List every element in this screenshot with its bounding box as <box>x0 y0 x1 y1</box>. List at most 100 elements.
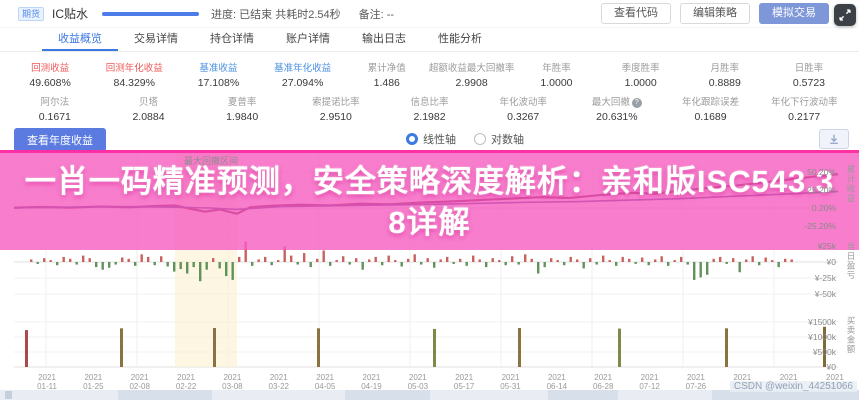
download-icon <box>830 134 838 144</box>
x-axis-date-label: 2021 06-14 <box>546 373 568 391</box>
progress-status: 进度: 已结束 共耗时2.54秒 <box>211 8 341 21</box>
x-axis-date-label: 2021 01-11 <box>37 373 57 391</box>
window-header: 期货 IC贴水 进度: 已结束 共耗时2.54秒 备注: -- 查看代码 编辑策… <box>0 0 859 28</box>
metric-item: 回测收益 49.608% <box>8 57 92 91</box>
x-axis-date-label: 2021 04-19 <box>361 373 382 391</box>
scrollbar-handle-icon[interactable] <box>5 391 12 399</box>
log-axis-label: 对数轴 <box>491 134 524 146</box>
metric-item: 贝塔 2.0884 <box>102 91 196 125</box>
expand-arrows-icon <box>839 9 851 21</box>
metric-value: 1.486 <box>373 77 400 89</box>
promo-banner-overlay: 一肖一码精准预测，安全策略深度解析：亲和版ISC543.3 8详解 <box>0 150 859 250</box>
tab-6[interactable]: 性能分析 <box>438 33 482 45</box>
x-axis-date-label: 2021 04-05 <box>314 373 336 391</box>
metric-label: 基准收益 <box>199 63 238 74</box>
metric-value: 0.5723 <box>792 77 826 89</box>
metric-value: 0.2177 <box>788 111 821 123</box>
metric-value: 0.1689 <box>694 111 727 123</box>
metric-value: 84.329% <box>113 77 155 89</box>
sim-trade-button[interactable]: 模拟交易 <box>759 3 829 24</box>
metric-label: 季度胜率 <box>621 63 660 74</box>
x-axis-date-label: 2021 05-03 <box>407 373 429 391</box>
view-code-button[interactable]: 查看代码 <box>601 3 671 24</box>
metric-value: 2.9510 <box>319 111 352 123</box>
tab-4[interactable]: 账户详情 <box>286 33 330 45</box>
chart-scrollbar[interactable] <box>0 390 859 400</box>
metric-item: 季度胜率 1.0000 <box>599 57 683 91</box>
tab-2[interactable]: 交易详情 <box>134 33 178 45</box>
tab-bar: 收益概览 交易详情 持仓详情 账户详情 输出日志 性能分析 <box>0 28 859 52</box>
metric-label: 年胜率 <box>542 63 571 74</box>
csdn-watermark: CSDN @weixin_44251066 <box>729 381 857 392</box>
metric-value: 1.9840 <box>226 111 259 123</box>
download-button[interactable] <box>819 129 849 149</box>
tab-5[interactable]: 输出日志 <box>362 33 406 45</box>
metric-label: 贝塔 <box>139 97 159 108</box>
metric-item: 年胜率 1.0000 <box>514 57 598 91</box>
x-axis-date-label: 2021 01-25 <box>83 373 104 391</box>
metric-item: 超额收益最大回撤率 2.9908 <box>429 57 515 91</box>
metric-value: 0.3267 <box>507 111 540 123</box>
metric-item: 年化下行波动率 0.2177 <box>757 91 851 125</box>
metric-value: 0.8889 <box>708 77 741 89</box>
metric-label: 索提诺比率 <box>312 97 360 108</box>
metric-value: 0.1671 <box>38 111 71 123</box>
x-axis-date-label: 2021 07-26 <box>685 373 707 391</box>
note-label: 备注: -- <box>358 8 395 21</box>
metric-label: 夏普率 <box>227 97 257 108</box>
metric-item: 基准年化收益 27.094% <box>261 57 345 91</box>
metric-value: 2.9908 <box>455 77 488 89</box>
metric-item: 基准收益 17.108% <box>176 57 260 91</box>
metric-label: 回测年化收益 <box>105 63 163 74</box>
metric-value: 1.0000 <box>624 77 657 89</box>
metric-label: 年化跟踪误差 <box>682 97 740 108</box>
metric-value: 2.1982 <box>413 111 446 123</box>
metric-label: 日胜率 <box>794 63 824 74</box>
metric-label: 基准年化收益 <box>274 63 332 74</box>
x-axis-date-label: 2021 02-22 <box>175 373 197 391</box>
x-axis-date-label: 2021 05-17 <box>453 373 475 391</box>
strategy-title: IC贴水 <box>52 7 89 21</box>
view-annual-return-button[interactable]: 查看年度收益 <box>14 128 106 152</box>
metric-label: 信息比率 <box>410 97 449 108</box>
expand-icon[interactable] <box>834 4 856 26</box>
metrics-row-1: 回测收益 49.608% 回测年化收益 84.329% 基准收益 17.108% 基准年化收… <box>8 57 851 91</box>
metric-item: 信息比率 2.1982 <box>383 91 477 125</box>
metric-label: 年化下行波动率 <box>770 97 838 108</box>
radio-selected-icon <box>406 133 418 145</box>
metric-item: 回测年化收益 84.329% <box>92 57 176 91</box>
metric-label: 超额收益最大回撤率 <box>428 63 515 74</box>
linear-axis-label: 线性轴 <box>423 134 456 146</box>
edit-strategy-button[interactable]: 编辑策略 <box>680 3 750 24</box>
metric-item: 日胜率 0.5723 <box>767 57 851 91</box>
info-icon[interactable]: ? <box>631 98 642 108</box>
metric-item: 阿尔法 0.1671 <box>8 91 102 125</box>
x-axis-date-label: 2021 02-08 <box>129 373 150 391</box>
tab-1[interactable]: 收益概览 <box>42 28 118 51</box>
metric-value: 20.631% <box>596 111 638 123</box>
metric-label: 阿尔法 <box>40 97 70 108</box>
metrics-row-2: 阿尔法 0.1671 贝塔 2.0884 夏普率 1.9840 索提诺比率 2.9510 信息比… <box>8 91 851 125</box>
futures-tag: 期货 <box>18 6 45 21</box>
metrics-panel: 回测收益 49.608% 回测年化收益 84.329% 基准收益 17.108% 基准年化收… <box>0 52 859 127</box>
x-axis-date-label: 2021 07-12 <box>639 373 660 391</box>
metric-value: 2.0884 <box>132 111 165 123</box>
chart-controls: 查看年度收益 线性轴 对数轴 <box>0 128 859 152</box>
x-axis-date-label: 2021 03-08 <box>222 373 243 391</box>
metric-item: 索提诺比率 2.9510 <box>289 91 383 125</box>
charts-area: 最大回撤区间 一肖一码精准预测，安全策略深度解析：亲和版ISC543.3 8详解… <box>0 150 859 400</box>
metric-item: 年化波动率 0.3267 <box>476 91 570 125</box>
metric-value: 27.094% <box>281 77 324 89</box>
linear-axis-radio[interactable]: 线性轴 <box>406 131 456 147</box>
banner-text-line1: 一肖一码精准预测，安全策略深度解析：亲和版ISC543.3 <box>24 163 835 199</box>
metric-label: 年化波动率 <box>499 97 547 108</box>
metric-item: 最大回撤? 20.631% <box>570 91 664 125</box>
metric-value: 1.0000 <box>540 77 573 89</box>
log-axis-radio[interactable]: 对数轴 <box>474 131 524 147</box>
metric-label: 累计净值 <box>367 63 406 74</box>
metric-item: 累计净值 1.486 <box>345 57 429 91</box>
progress-bar <box>102 11 200 16</box>
metric-item: 年化跟踪误差 0.1689 <box>664 91 758 125</box>
max-drawdown-interval-label: 最大回撤区间 <box>183 156 238 166</box>
tab-3[interactable]: 持仓详情 <box>210 33 254 45</box>
